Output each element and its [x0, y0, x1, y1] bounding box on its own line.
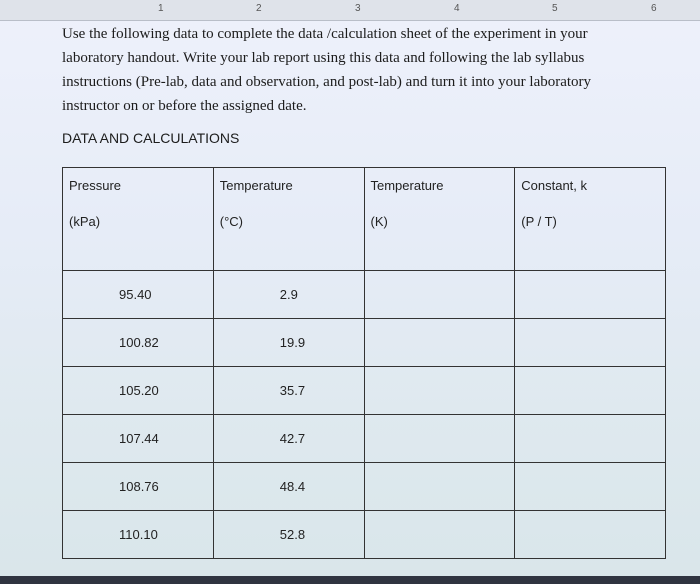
- ruler-label: 5: [552, 3, 558, 14]
- table-cell: 48.4: [212, 462, 365, 511]
- header-text: Pressure: [69, 178, 122, 193]
- header-cell: Temperature (°C): [212, 167, 365, 271]
- header-text: (K): [370, 214, 388, 229]
- text-line: instructor on or before the assigned dat…: [62, 98, 307, 114]
- table-cell: [363, 414, 516, 463]
- table-cell: 110.10: [62, 510, 214, 559]
- ruler-label: 1: [158, 3, 164, 14]
- table-cell: [363, 318, 516, 367]
- table-cell: [514, 366, 666, 415]
- table-cell: 19.9: [212, 318, 365, 367]
- table-cell: [514, 414, 666, 463]
- header-text: (kPa): [69, 214, 101, 229]
- table-cell: [514, 318, 666, 367]
- header-text: (P / T): [521, 214, 557, 229]
- table-row: 105.20 35.7: [62, 366, 666, 415]
- section-heading: DATA AND CALCULATIONS: [62, 130, 240, 146]
- table-cell: [514, 270, 666, 319]
- ruler-label: 3: [355, 3, 361, 14]
- table-cell: 100.82: [62, 318, 214, 367]
- ruler-label: 4: [454, 3, 460, 14]
- table-row: 100.82 19.9: [62, 318, 666, 367]
- table-cell: 52.8: [212, 510, 365, 559]
- header-text: Temperature: [370, 178, 444, 193]
- header-row: Pressure (kPa) Temperature (°C) Temperature (…: [62, 167, 666, 271]
- table-cell: 107.44: [62, 414, 214, 463]
- ruler: 1 2 3 4 5 6: [0, 0, 700, 21]
- table-cell: 2.9: [212, 270, 365, 319]
- header-cell: Pressure (kPa): [62, 167, 214, 271]
- table-cell: 35.7: [212, 366, 365, 415]
- table-row: 110.10 52.8: [62, 510, 666, 559]
- table-row: 95.40 2.9: [62, 270, 666, 319]
- text-line: Use the following data to complete the d…: [62, 26, 588, 42]
- header-text: (°C): [219, 214, 243, 229]
- header-text: Temperature: [219, 178, 293, 193]
- table-cell: [363, 462, 516, 511]
- table-cell: 95.40: [62, 270, 214, 319]
- table-cell: [363, 270, 516, 319]
- table-cell: [363, 366, 516, 415]
- data-table: Pressure (kPa) Temperature (°C) Temperature (…: [62, 167, 666, 559]
- table-cell: 42.7: [212, 414, 365, 463]
- header-cell: Constant, k (P / T): [514, 167, 666, 271]
- taskbar: [0, 576, 700, 584]
- header-cell: Temperature (K): [363, 167, 516, 271]
- table-cell: [363, 510, 516, 559]
- table-cell: [514, 510, 666, 559]
- ruler-label: 6: [651, 3, 657, 14]
- table-row: 108.76 48.4: [62, 462, 666, 511]
- instructions: Use the following data to complete the d…: [62, 22, 591, 118]
- table-row: 107.44 42.7: [62, 414, 666, 463]
- table-cell: [514, 462, 666, 511]
- header-text: Constant, k: [521, 178, 588, 193]
- text-line: laboratory handout. Write your lab repor…: [62, 50, 585, 66]
- ruler-label: 2: [256, 3, 262, 14]
- table-cell: 108.76: [62, 462, 214, 511]
- text-line: instructions (Pre-lab, data and observat…: [62, 74, 592, 90]
- table-cell: 105.20: [62, 366, 214, 415]
